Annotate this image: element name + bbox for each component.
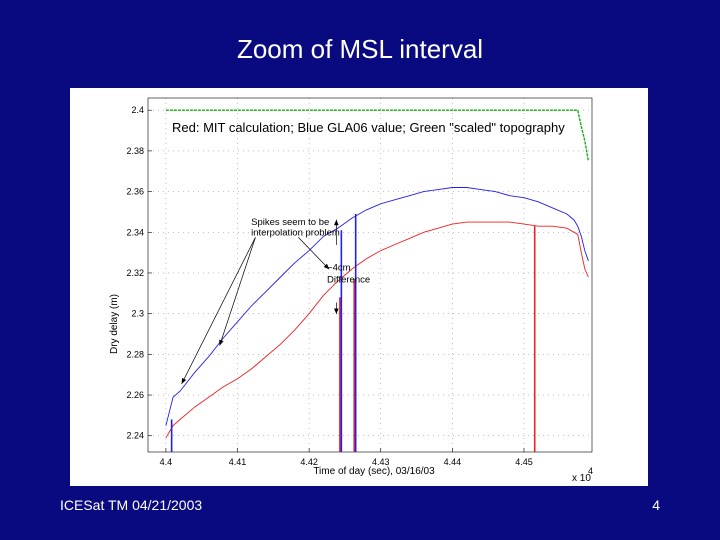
spike-arrow-head	[181, 377, 187, 384]
page-number: 4	[652, 497, 660, 513]
y-tick-label: 2.28	[126, 349, 144, 359]
x-tick-label: 4.44	[444, 457, 462, 467]
x-tick-label: 4.45	[515, 457, 533, 467]
annotation-text: interpolation problem	[251, 227, 340, 238]
spike-arrow	[181, 237, 256, 385]
slide-title: Zoom of MSL interval	[236, 34, 484, 64]
annotation-text: ~4cm	[327, 263, 351, 274]
x-exponent-label: x 10	[572, 473, 591, 484]
spike-arrow	[219, 237, 256, 346]
y-tick-label: 2.24	[126, 431, 144, 441]
spike-arrow	[298, 237, 330, 270]
spike-arrow-head	[323, 263, 330, 270]
green-topography-series-line	[165, 109, 590, 162]
y-tick-label: 2.34	[126, 227, 144, 237]
y-tick-label: 2.32	[126, 268, 144, 278]
plot-frame	[147, 97, 593, 453]
x-axis-label: Time of day (sec), 03/16/03	[313, 466, 435, 477]
chart-legend-title: Red: MIT calculation; Blue GLA06 value; …	[172, 120, 565, 135]
difference-arrow-head	[334, 219, 339, 226]
y-axis-label: Dry delay (m)	[109, 294, 120, 354]
red-mit-series-line	[165, 221, 589, 439]
footer-left: ICESat TM 04/21/2003	[60, 497, 203, 513]
y-tick-label: 2.3	[131, 309, 144, 319]
series-layer	[165, 109, 590, 452]
annotation-text: Difference	[327, 275, 370, 286]
x-tick-label: 4.43	[372, 457, 390, 467]
chart-panel: 2.24 2.26 2.28 2.3 2.32 2.34 2.36 2.38 2.4 4.4 4.4…	[70, 88, 648, 486]
y-tick-label: 2.4	[131, 105, 144, 115]
y-tick-label: 2.36	[126, 187, 144, 197]
x-tick-label: 4.41	[229, 457, 247, 467]
y-tick-label: 2.38	[126, 146, 144, 156]
x-tick-label: 4.4	[160, 457, 173, 467]
spike-arrow-head	[219, 339, 224, 346]
y-tick-label: 2.26	[126, 390, 144, 400]
blue-gla06-series-line	[165, 187, 589, 426]
grid-layer	[148, 98, 592, 452]
axes-layer: 2.24 2.26 2.28 2.3 2.32 2.34 2.36 2.38 2.4 4.4 4.4…	[126, 97, 593, 467]
difference-arrow-head	[334, 308, 339, 315]
annotation-text: Spikes seem to be	[251, 217, 329, 228]
x-exponent-power: 4	[588, 466, 593, 476]
dry-delay-chart: 2.24 2.26 2.28 2.3 2.32 2.34 2.36 2.38 2.4 4.4 4.4…	[109, 97, 593, 484]
x-tick-label: 4.42	[300, 457, 318, 467]
